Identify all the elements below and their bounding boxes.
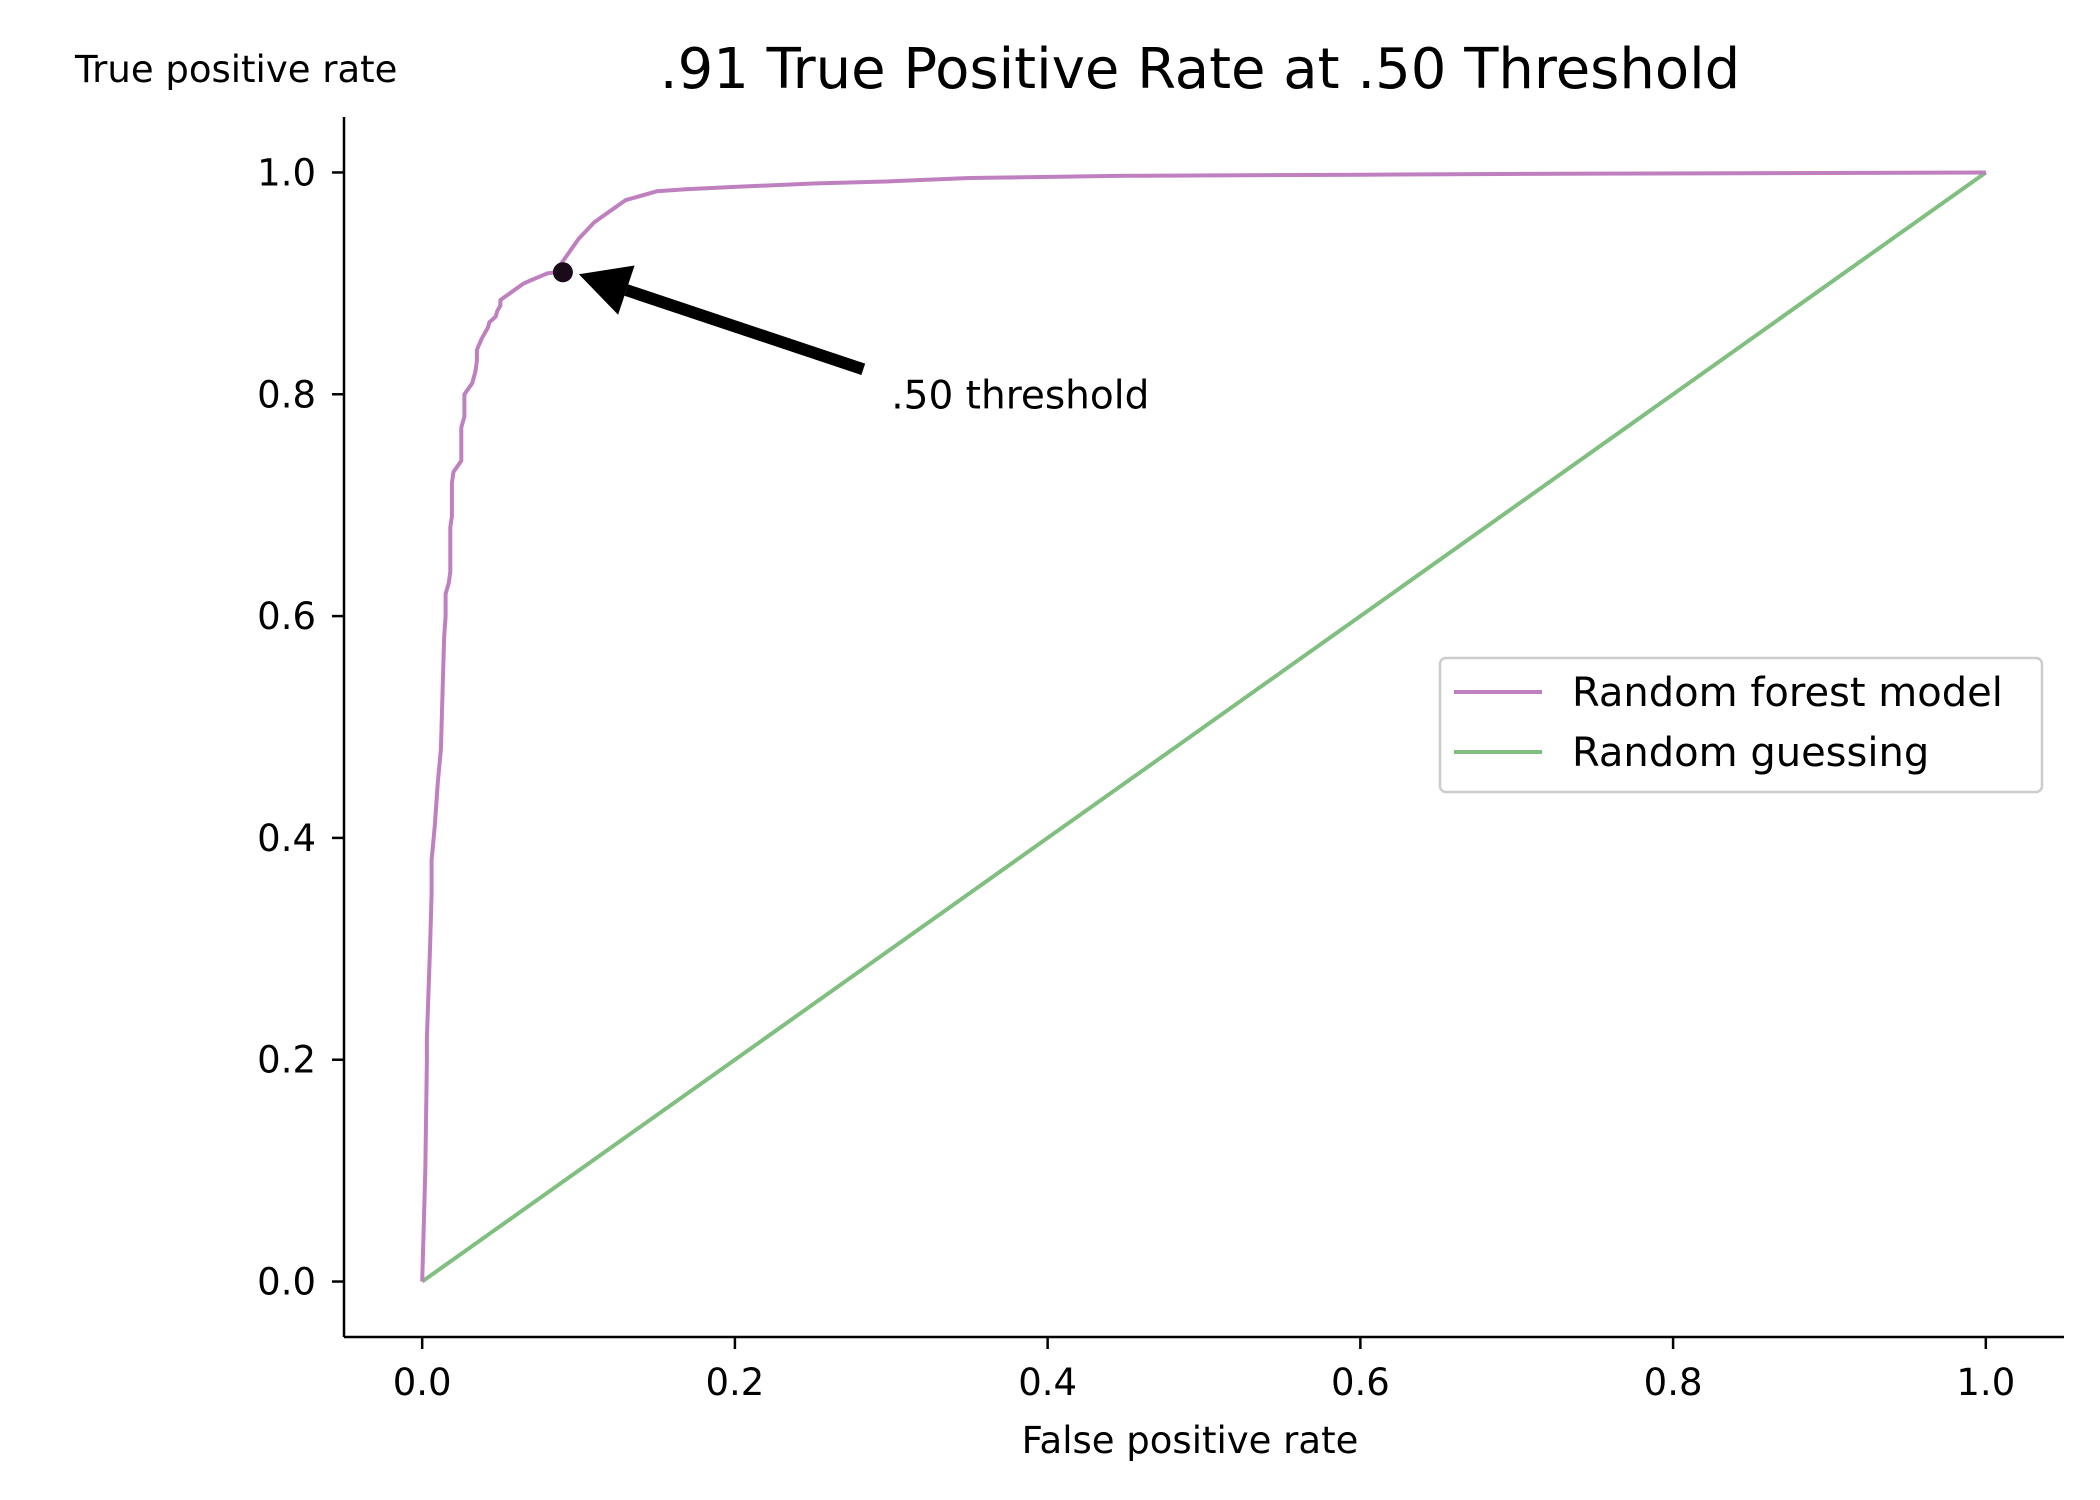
series-line-random-guessing <box>421 170 1987 1284</box>
y-tick-label: 1.0 <box>257 151 316 194</box>
legend-label: Random guessing <box>1572 730 1929 776</box>
chart-title: .91 True Positive Rate at .50 Threshold <box>660 37 1740 102</box>
y-tick-label: 0.2 <box>257 1039 316 1082</box>
x-tick-label: 0.2 <box>705 1361 764 1404</box>
legend-box <box>1438 656 2044 794</box>
threshold-marker <box>552 262 573 283</box>
annotation-label: .50 threshold <box>891 373 1149 418</box>
x-axis-label: False positive rate <box>1022 1419 1359 1462</box>
series-lines <box>420 170 1987 1284</box>
x-tick-label: 0.8 <box>1644 1361 1703 1404</box>
axes: 0.0 0.2 0.4 0.6 0.8 1.0 0.0 0.2 0.4 0.6 0.8 1.0 <box>257 117 2064 1404</box>
x-tick-label: 0.0 <box>393 1361 452 1404</box>
x-tick-label: 1.0 <box>1956 1361 2015 1404</box>
y-tick-label: 0.8 <box>257 373 316 416</box>
y-tick-label: 0.4 <box>257 817 316 860</box>
y-axis-label: True positive rate <box>74 48 397 91</box>
annotation-arrow-shaft <box>624 284 866 375</box>
annotation: .50 threshold <box>552 262 1149 418</box>
x-tick-label: 0.6 <box>1331 1361 1390 1404</box>
legend-label: Random forest model <box>1572 670 2003 716</box>
y-tick-label: 0.0 <box>257 1261 316 1304</box>
annotation-arrow-head <box>578 265 635 315</box>
series-line-random-forest-model <box>420 170 1986 1282</box>
legend: Random forest model Random guessing <box>1438 656 2044 794</box>
x-tick-label: 0.4 <box>1018 1361 1077 1404</box>
y-tick-label: 0.6 <box>257 595 316 638</box>
